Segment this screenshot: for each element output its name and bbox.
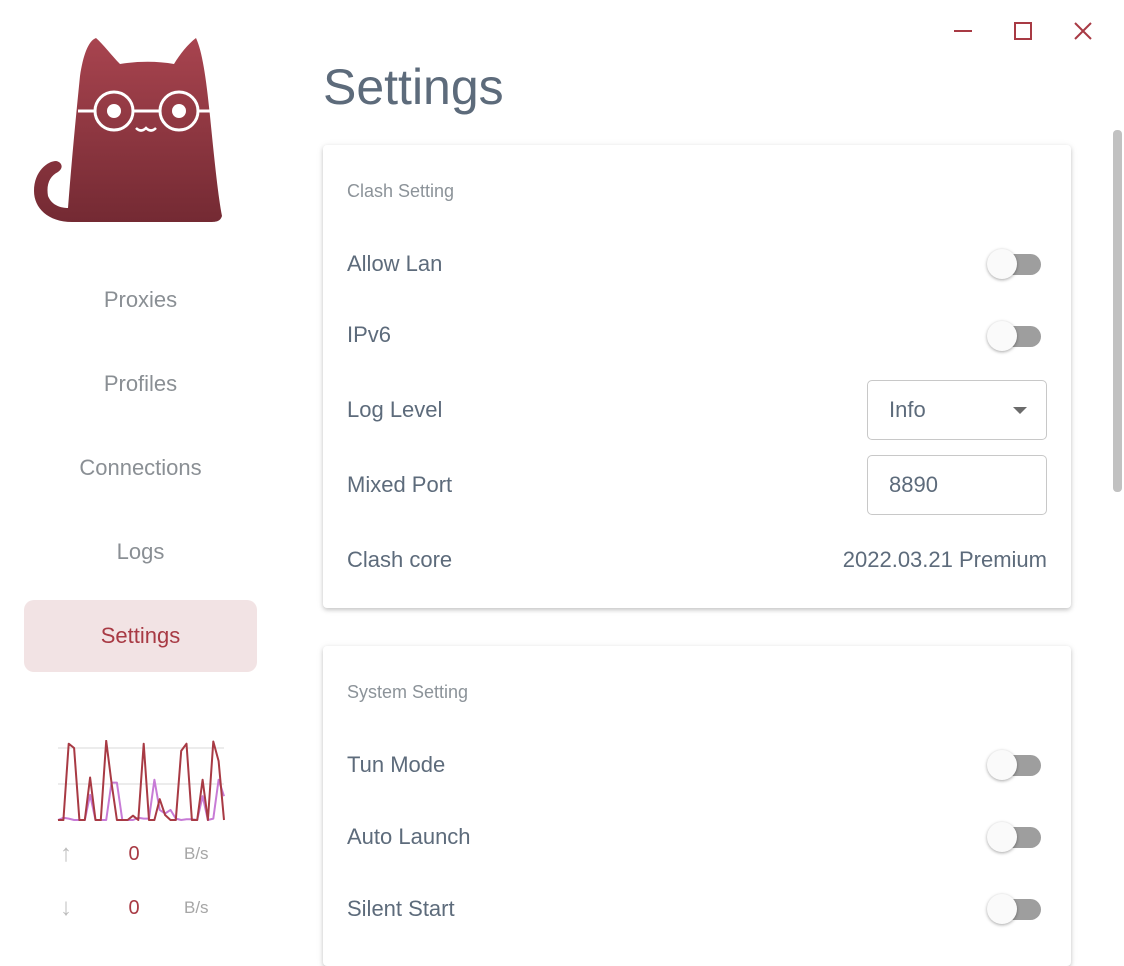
nav-settings[interactable]: Settings <box>24 600 257 672</box>
silent-start-label: Silent Start <box>347 896 455 921</box>
download-value: 0 <box>128 896 140 919</box>
close-icon <box>1074 22 1092 40</box>
clash-core-label: Clash core <box>347 547 453 572</box>
auto-launch-label: Auto Launch <box>347 824 471 849</box>
close-button[interactable] <box>1066 14 1100 48</box>
card-title: Clash Setting <box>347 181 455 201</box>
clash-setting-card: Clash Setting Allow Lan IPv6 Log Level I… <box>323 145 1071 608</box>
nav-connections[interactable]: Connections <box>79 455 202 480</box>
allow-lan-label: Allow Lan <box>347 251 443 276</box>
log-level-select[interactable]: Info <box>867 380 1047 440</box>
nav-proxies[interactable]: Proxies <box>103 287 178 312</box>
card-title: System Setting <box>347 682 469 702</box>
tun-mode-toggle[interactable] <box>987 750 1041 780</box>
upload-unit: B/s <box>184 844 209 863</box>
arrow-up-icon: ↑ <box>60 840 72 867</box>
upload-value: 0 <box>128 842 140 865</box>
log-level-value: Info <box>889 397 926 422</box>
system-setting-card: System Setting Tun Mode Auto Launch Sile… <box>323 646 1071 966</box>
silent-start-toggle[interactable] <box>987 894 1041 924</box>
tun-mode-label: Tun Mode <box>347 752 446 777</box>
ipv6-label: IPv6 <box>347 322 392 347</box>
arrow-down-icon: ↓ <box>60 894 72 921</box>
allow-lan-toggle[interactable] <box>987 249 1041 279</box>
maximize-icon <box>1014 22 1032 40</box>
minimize-icon <box>954 30 972 32</box>
auto-launch-toggle[interactable] <box>987 822 1041 852</box>
clash-core-version: 2022.03.21 Premium <box>842 547 1047 572</box>
upload-series-line <box>58 740 225 821</box>
mixed-port-value: 8890 <box>889 472 938 497</box>
ipv6-toggle[interactable] <box>987 321 1041 351</box>
log-level-label: Log Level <box>347 397 443 422</box>
download-speed: ↓ 0 B/s <box>60 893 230 923</box>
mixed-port-label: Mixed Port <box>347 472 453 497</box>
maximize-button[interactable] <box>1006 14 1040 48</box>
chevron-down-icon <box>1013 407 1027 414</box>
upload-speed: ↑ 0 B/s <box>60 839 230 869</box>
sidebar: Proxies Profiles Connections Logs Settin… <box>0 0 280 937</box>
minimize-button[interactable] <box>946 14 980 48</box>
nav-logs[interactable]: Logs <box>116 539 165 564</box>
cat-logo-icon <box>34 38 222 222</box>
download-unit: B/s <box>184 898 209 917</box>
scrollbar-thumb[interactable] <box>1113 130 1122 492</box>
page-title: Settings <box>323 59 504 115</box>
traffic-graph <box>57 740 225 821</box>
mixed-port-input[interactable]: 8890 <box>867 455 1047 515</box>
nav-profiles[interactable]: Profiles <box>103 371 178 396</box>
